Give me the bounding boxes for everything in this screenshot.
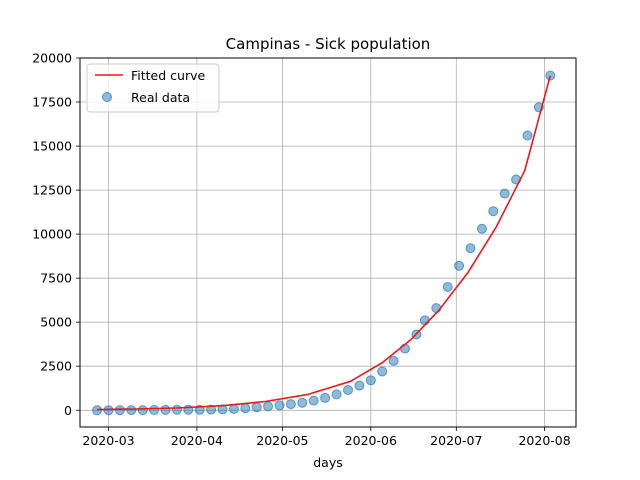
x-tick-label: 2020-04 xyxy=(171,433,223,448)
real-data-point xyxy=(388,355,399,366)
y-tick-label: 12500 xyxy=(32,183,72,198)
real-data-point xyxy=(465,243,476,254)
y-tick-label: 15000 xyxy=(32,139,72,154)
real-data-point xyxy=(354,380,365,391)
x-tick-label: 2020-08 xyxy=(518,433,570,448)
real-data-point xyxy=(217,404,228,415)
real-data-point xyxy=(126,405,137,416)
x-axis-label: days xyxy=(313,455,343,470)
legend-label-fitted: Fitted curve xyxy=(131,68,205,83)
real-data-point xyxy=(274,400,285,411)
legend: Fitted curve Real data xyxy=(86,63,220,113)
real-data-point xyxy=(454,260,465,271)
y-tick-label: 0 xyxy=(64,403,72,418)
fitted-curve-layer xyxy=(97,75,552,411)
legend-box xyxy=(86,63,220,113)
real-data-point xyxy=(400,343,410,354)
legend-label-real: Real data xyxy=(131,90,190,105)
real-data-point xyxy=(206,404,217,415)
real-data-point xyxy=(331,389,342,400)
real-data-point xyxy=(308,395,319,406)
real-data-point xyxy=(285,399,296,410)
real-data-point xyxy=(431,303,442,314)
y-tick-label: 2500 xyxy=(40,359,72,374)
real-data-point xyxy=(488,206,499,217)
real-data-point xyxy=(365,375,376,386)
x-tick-label: 2020-06 xyxy=(345,433,397,448)
real-data-point xyxy=(263,401,274,412)
fitted-curve-line xyxy=(97,75,552,411)
real-data-point xyxy=(240,403,251,414)
x-tick-label: 2020-03 xyxy=(82,433,134,448)
real-data-point xyxy=(297,397,308,408)
real-data-point xyxy=(171,404,182,415)
y-tick-label: 5000 xyxy=(40,315,72,330)
real-data-point xyxy=(419,315,430,326)
plot-frame xyxy=(79,57,577,428)
real-data-point xyxy=(228,403,239,414)
legend-marker-swatch xyxy=(102,92,112,102)
x-tick-label: 2020-07 xyxy=(430,433,482,448)
real-data-point xyxy=(522,130,533,141)
y-tick-label: 7500 xyxy=(40,271,72,286)
x-axis-ticks: 2020-03 2020-04 2020-05 2020-06 2020-07 2020-… xyxy=(82,427,571,448)
real-data-point xyxy=(160,404,171,415)
y-tick-label: 17500 xyxy=(32,95,72,110)
real-data-point xyxy=(377,366,388,377)
real-data-point xyxy=(149,405,160,415)
real-data-point xyxy=(251,402,262,413)
real-data-point xyxy=(114,405,125,416)
y-axis-ticks: 0 2500 5000 7500 10000 12500 15000 17500 20000 xyxy=(32,51,80,418)
y-tick-label: 10000 xyxy=(32,227,72,242)
chart-title: Campinas - Sick population xyxy=(226,35,431,53)
y-tick-label: 20000 xyxy=(32,51,72,66)
real-data-point xyxy=(499,188,510,199)
real-data-point xyxy=(320,392,331,403)
real-data-point xyxy=(476,223,487,234)
real-data-point xyxy=(343,385,353,395)
real-data-point xyxy=(137,405,148,416)
real-data-point xyxy=(442,282,453,292)
x-tick-label: 2020-05 xyxy=(256,433,308,448)
